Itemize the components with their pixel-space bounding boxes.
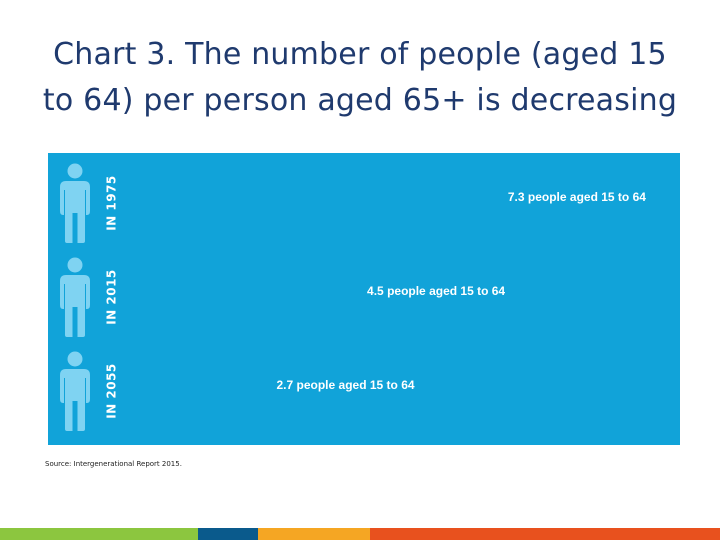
working-age-person-icon [185,351,216,431]
senior-person-icon [60,163,90,243]
year-label: IN 2015 [105,269,119,325]
working-age-person-icon [135,351,165,431]
working-age-person-icon [285,257,316,337]
working-age-person-icon [436,163,467,243]
working-age-person-icon [235,163,266,243]
year-label: IN 1975 [105,175,119,231]
footer-segment-green [0,528,198,540]
working-age-person-icon [185,257,216,337]
row-1: IN 1975 7.3 people aged 15 to 64 [60,163,646,243]
slide-title: Chart 3. The number of people (aged 15 t… [0,32,720,124]
footer-segment-red [370,528,720,540]
slide-title-line-2: to 64) per person aged 65+ is decreasing [42,83,678,118]
working-age-person-icon [135,163,165,243]
pictograph-chart: IN 1975 7.3 people aged 15 to 64 IN 2015 4.… [48,153,680,445]
senior-person-icon [60,257,90,337]
footer-segment-navy [198,528,258,540]
footer-color-bar [0,528,720,540]
value-label: 2.7 people aged 15 to 64 [277,378,415,392]
working-age-person-icon [185,163,216,243]
working-age-person-icon [386,163,417,243]
year-label: IN 2055 [105,363,119,419]
value-label: 7.3 people aged 15 to 64 [508,190,646,204]
working-age-person-icon [235,257,266,337]
slide-title-line-1: Chart 3. The number of people (aged 15 [53,37,667,72]
working-age-person-icon [235,351,251,431]
working-age-person-icon [336,257,342,337]
source-note: Source: Intergenerational Report 2015. [45,460,182,468]
working-age-person-icon [285,163,316,243]
row-2: IN 2015 4.5 people aged 15 to 64 [60,257,505,337]
senior-person-icon [60,351,90,431]
value-label: 4.5 people aged 15 to 64 [367,284,505,298]
working-age-person-icon [336,163,367,243]
pictograph-svg: IN 1975 7.3 people aged 15 to 64 IN 2015 4.… [60,163,646,431]
footer-segment-orange [258,528,370,540]
working-age-person-icon [135,257,165,337]
row-3: IN 2055 2.7 people aged 15 to 64 [60,351,415,431]
